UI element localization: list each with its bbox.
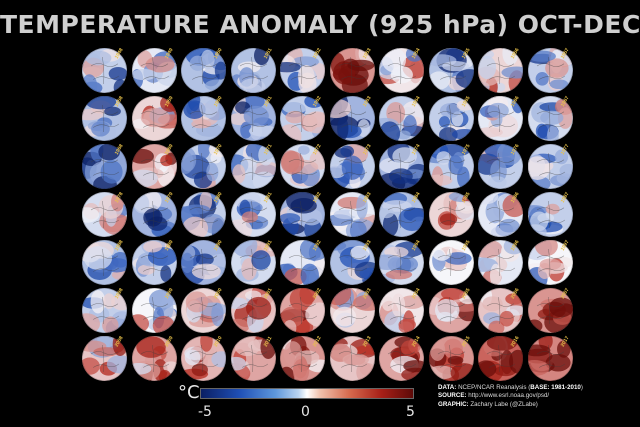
anomaly-map-1980 [181,192,226,237]
anomaly-map-1965 [428,96,474,141]
anomaly-map-1953 [329,48,375,93]
anomaly-map-1988 [82,240,127,285]
anomaly-map-1970 [181,144,226,189]
anomaly-map-1959 [131,96,177,141]
anomaly-map-1977 [527,144,573,189]
anomaly-map-1955 [428,48,474,93]
credits-data-label: DATA: [438,384,457,391]
colorbar-tick-min: -5 [198,404,212,420]
anomaly-map-1952 [280,48,325,93]
anomaly-map-1994 [379,240,424,285]
anomaly-map-1969 [131,144,177,189]
page-title: TEMPERATURE ANOMALY (925 hPa) OCT-DEC [0,10,640,39]
anomaly-map-2015 [428,336,474,381]
anomaly-map-1979 [131,192,177,237]
anomaly-map-1997 [527,240,573,285]
credits-data-text: NCEP/NCAR Reanalysis ( [458,384,531,391]
anomaly-map-2009 [131,336,177,381]
credits-graphic-line: GRAPHIC: Zachary Labe (@ZLabe) [438,401,583,409]
anomaly-map-1995 [428,240,474,285]
anomaly-map-2016 [478,336,523,381]
anomaly-map-2005 [428,288,474,333]
anomaly-map-1985 [428,192,474,237]
colorbar [200,388,414,399]
credits-base-label: BASE: 1981-2010 [530,384,581,391]
anomaly-map-1993 [329,240,375,285]
anomaly-map-2004 [379,288,424,333]
anomaly-map-1984 [379,192,424,237]
anomaly-map-1981 [230,192,276,237]
credits-data-line: DATA: NCEP/NCAR Reanalysis (BASE: 1981-2… [438,384,583,392]
anomaly-map-1998 [82,288,127,333]
credits-source-text: http://www.esrl.noaa.gov/psd/ [468,392,550,400]
anomaly-map-1951 [230,48,276,93]
colorbar-tick-max: 5 [406,404,415,420]
anomaly-map-1976 [478,144,523,189]
anomaly-map-2014 [379,336,424,381]
credits-data-end: ) [580,384,583,391]
anomaly-map-2000 [181,288,226,333]
anomaly-map-1954 [379,48,424,93]
anomaly-map-2001 [230,288,276,333]
anomaly-map-1975 [428,144,474,189]
anomaly-map-1987 [527,192,573,237]
colorbar-unit: °C [178,382,200,403]
anomaly-map-2012 [280,336,325,381]
anomaly-map-1971 [230,144,276,189]
anomaly-map-1990 [181,240,226,285]
anomaly-map-1961 [230,96,276,141]
anomaly-map-1960 [181,96,226,141]
credits-source-label: SOURCE: [438,392,467,400]
anomaly-map-1974 [379,144,424,189]
credits-block: DATA: NCEP/NCAR Reanalysis (BASE: 1981-2… [438,384,583,409]
anomaly-map-1983 [329,192,375,237]
anomaly-map-1982 [280,192,325,237]
anomaly-map-1958 [82,96,127,141]
anomaly-map-2013 [329,336,375,381]
anomaly-map-1996 [478,240,523,285]
anomaly-map-1968 [82,144,127,189]
credits-source-line: SOURCE: http://www.esrl.noaa.gov/psd/ [438,392,583,400]
anomaly-map-1949 [131,48,177,93]
anomaly-map-1989 [131,240,177,285]
credits-graphic-label: GRAPHIC: [438,400,469,408]
anomaly-map-1962 [280,96,325,141]
credits-graphic-text: Zachary Labe (@ZLabe) [470,400,538,408]
anomaly-map-1992 [280,240,325,285]
colorbar-tick-zero: 0 [301,404,310,420]
anomaly-map-2011 [230,336,276,381]
anomaly-map-1956 [478,48,523,93]
anomaly-map-2010 [181,336,226,381]
anomaly-map-1967 [527,96,573,141]
anomaly-map-1963 [329,96,375,141]
anomaly-map-1957 [527,48,573,93]
anomaly-map-1986 [478,192,523,237]
anomaly-map-2008 [82,336,127,381]
anomaly-map-1964 [379,96,424,141]
anomaly-map-1950 [181,48,226,93]
anomaly-map-1972 [280,144,325,189]
